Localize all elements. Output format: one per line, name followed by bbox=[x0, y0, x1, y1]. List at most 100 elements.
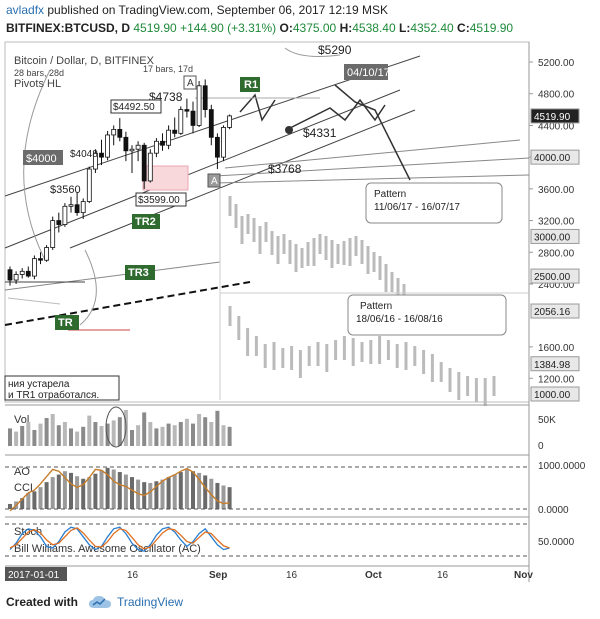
ao-bar-10 bbox=[69, 472, 73, 509]
ao-bar-19 bbox=[123, 474, 128, 509]
candle-body-2 bbox=[19, 270, 25, 275]
marker-r1: R1 bbox=[244, 79, 258, 91]
ao-bar-30 bbox=[191, 471, 195, 509]
volume-bar-23 bbox=[148, 422, 153, 446]
last-price: 4519.90 bbox=[133, 21, 177, 35]
ao-bar-14 bbox=[93, 473, 98, 509]
price-tick-7: 2400.00 bbox=[538, 280, 575, 291]
marker-a-top: A bbox=[187, 78, 194, 89]
volume-bar-15 bbox=[99, 426, 104, 446]
trendline-lower bbox=[69, 109, 416, 249]
price-tag-2: 3000.00 bbox=[534, 232, 571, 243]
candle-body-5 bbox=[38, 258, 43, 261]
ao-bar-7 bbox=[50, 477, 55, 509]
arc-top bbox=[284, 47, 341, 57]
candle-body-32 bbox=[202, 85, 208, 110]
price-tag-box-6 bbox=[530, 386, 580, 402]
bars-info-left: 28 bars, 28d bbox=[14, 68, 64, 78]
pattern-ghost-1 bbox=[228, 196, 406, 312]
marker-a-bottom-box[interactable] bbox=[207, 173, 221, 188]
ao-pane-title: AO bbox=[14, 466, 30, 478]
ao-bar-15 bbox=[99, 470, 104, 509]
price-tick-6: 2800.00 bbox=[538, 248, 575, 259]
candle-body-26 bbox=[166, 129, 172, 146]
candle-body-19 bbox=[123, 136, 129, 152]
pattern1-title: Pattern bbox=[374, 189, 406, 200]
ao-bar-32 bbox=[203, 475, 208, 509]
volume-bar-2 bbox=[20, 426, 25, 446]
ao-bars bbox=[8, 467, 232, 509]
volume-bar-7 bbox=[50, 414, 55, 446]
ao-bar-20 bbox=[130, 477, 134, 509]
trendline-tr bbox=[4, 281, 251, 326]
volume-bar-27 bbox=[172, 425, 177, 446]
ac-pane-title: Bill Williams. Awesome Oscillator (AC) bbox=[14, 543, 201, 555]
vol-pane-title: Vol bbox=[14, 414, 29, 426]
candle-body-1 bbox=[13, 274, 19, 281]
arc-bottom bbox=[79, 249, 97, 326]
marker-a-top-box[interactable] bbox=[183, 75, 197, 90]
candle-body-29 bbox=[184, 109, 190, 112]
ao-bar-0 bbox=[8, 503, 12, 509]
forecast-point bbox=[285, 126, 293, 134]
ao-bar-17 bbox=[111, 469, 116, 509]
volume-bar-26 bbox=[166, 423, 171, 446]
time-axis[interactable]: 2017-01-01 16 Sep 16 Oct 16 Nov bbox=[5, 567, 533, 581]
volume-bar-22 bbox=[142, 412, 147, 446]
low-value: 4352.40 bbox=[410, 21, 454, 35]
time-label-4: Oct bbox=[365, 570, 382, 581]
candle-body-22 bbox=[141, 144, 147, 182]
ao-bar-23 bbox=[148, 482, 153, 509]
candle-body-25 bbox=[160, 140, 165, 146]
marker-tr: TR bbox=[58, 317, 73, 329]
candles-layer[interactable] bbox=[7, 79, 233, 286]
volume-bar-16 bbox=[105, 423, 110, 446]
pattern2-callout[interactable] bbox=[347, 294, 507, 336]
price-axis[interactable]: 5200.00 4800.00 4400.00 4000.00 3600.00 3200.… bbox=[529, 58, 580, 402]
ao-bar-4 bbox=[32, 491, 37, 509]
label-3599: $3599.00 bbox=[138, 195, 180, 206]
ao-bar-36 bbox=[227, 487, 232, 509]
ao-tick-high: 1000.0000 bbox=[538, 461, 586, 472]
volume-bar-36 bbox=[227, 426, 232, 446]
forecast-wave-3 bbox=[334, 84, 411, 181]
note-box[interactable] bbox=[4, 375, 120, 401]
price-chart[interactable]: 5200.00 4800.00 4400.00 4000.00 3600.00 3200.… bbox=[0, 40, 600, 582]
candle-body-30 bbox=[190, 110, 196, 126]
ao-bar-16 bbox=[105, 467, 110, 509]
candle-body-14 bbox=[93, 152, 98, 170]
ao-bar-34 bbox=[215, 482, 220, 509]
volume-bar-9 bbox=[62, 422, 67, 446]
label-3599-box bbox=[135, 192, 187, 207]
time-label-start: 2017-01-01 bbox=[8, 570, 60, 581]
candle-body-28 bbox=[178, 109, 184, 134]
arc-left bbox=[23, 69, 51, 261]
marker-tr2-box[interactable] bbox=[132, 214, 160, 229]
level-line-gray bbox=[7, 297, 61, 305]
time-label-2: Sep bbox=[209, 570, 227, 581]
pattern1-callout[interactable] bbox=[365, 182, 503, 224]
ao-bar-35 bbox=[221, 485, 226, 509]
marker-r1-box[interactable] bbox=[240, 77, 260, 92]
candle-body-3 bbox=[25, 270, 31, 277]
volume-bar-6 bbox=[44, 418, 49, 446]
candle-body-9 bbox=[62, 205, 68, 225]
volume-bar-24 bbox=[154, 428, 159, 446]
marker-tr-box[interactable] bbox=[55, 315, 79, 330]
volume-bar-33 bbox=[209, 422, 214, 446]
candle-body-17 bbox=[111, 128, 117, 136]
date-box[interactable] bbox=[344, 64, 388, 80]
low-label: L: bbox=[398, 21, 411, 35]
ao-bar-2 bbox=[20, 498, 25, 509]
tradingview-cloud-icon[interactable] bbox=[88, 594, 112, 610]
price-tick-1: 4800.00 bbox=[538, 90, 575, 101]
ao-tick-zero: 0.0000 bbox=[538, 505, 569, 516]
tradingview-brand[interactable]: TradingView bbox=[117, 595, 184, 609]
marker-tr3-box[interactable] bbox=[125, 265, 155, 280]
cci-line bbox=[9, 467, 230, 512]
published-text: published on TradingView.com, September … bbox=[47, 3, 389, 17]
author-name[interactable]: avladfx bbox=[6, 3, 45, 17]
volume-bar-34 bbox=[215, 410, 220, 446]
price-tag-box-3 bbox=[530, 268, 580, 284]
volume-bar-12 bbox=[81, 426, 86, 446]
